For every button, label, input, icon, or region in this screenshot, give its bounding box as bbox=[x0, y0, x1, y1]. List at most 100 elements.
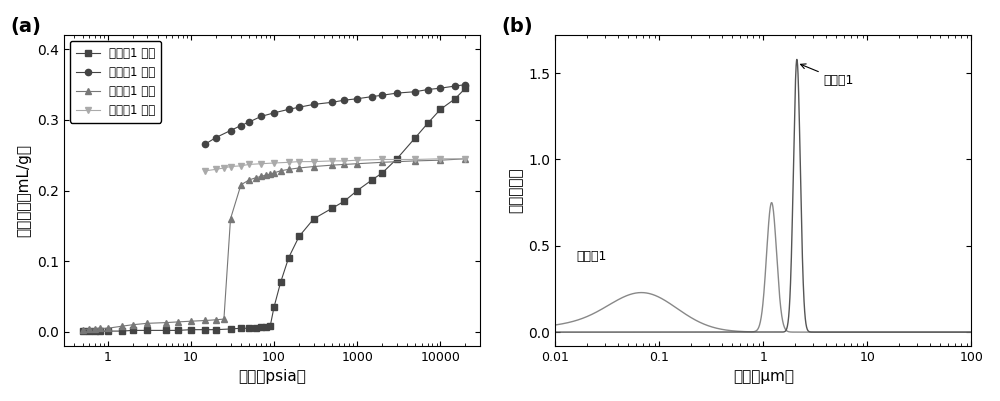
对比例1 脱附 bbox=[376, 157, 388, 162]
对比例1 吸附 bbox=[210, 317, 222, 322]
Line: 实施例1 吸附: 实施例1 吸附 bbox=[79, 85, 469, 334]
对比例1 吸附 bbox=[77, 327, 89, 332]
实施例1 吸附 bbox=[376, 170, 388, 175]
对比例1 吸附 bbox=[268, 170, 280, 175]
实施例1 吸附 bbox=[264, 324, 276, 328]
实施例1 吸附 bbox=[308, 217, 320, 221]
实施例1 吸附 bbox=[283, 255, 295, 260]
Line: 对比例1 脱附: 对比例1 脱附 bbox=[202, 156, 469, 174]
对比例1 吸附 bbox=[185, 319, 197, 324]
对比例1 脱附 bbox=[218, 166, 230, 170]
对比例1 脱附 bbox=[283, 160, 295, 165]
实施例1 吸附 bbox=[160, 328, 172, 333]
实施例1 脱附 bbox=[459, 82, 471, 87]
对比例1 吸附 bbox=[255, 174, 267, 179]
对比例1 脱附 bbox=[351, 158, 363, 162]
实施例1 吸附 bbox=[449, 96, 461, 101]
实施例1 脱附 bbox=[366, 94, 378, 99]
对比例1 吸附 bbox=[326, 163, 338, 168]
对比例1 吸附 bbox=[275, 168, 287, 173]
对比例1 吸附 bbox=[283, 167, 295, 172]
实施例1 脱附 bbox=[283, 107, 295, 112]
实施例1 吸附 bbox=[422, 121, 434, 126]
实施例1 吸附 bbox=[409, 135, 421, 140]
对比例1 吸附 bbox=[250, 175, 262, 180]
实施例1 吸附 bbox=[434, 107, 446, 112]
实施例1 吸附 bbox=[127, 328, 139, 333]
对比例1 吸附 bbox=[83, 326, 95, 331]
实施例1 吸附 bbox=[77, 329, 89, 334]
实施例1 脱附 bbox=[308, 102, 320, 107]
实施例1 脱附 bbox=[338, 98, 350, 103]
对比例1 脱附 bbox=[338, 158, 350, 163]
实施例1 脱附 bbox=[422, 87, 434, 92]
X-axis label: 压强（psia）: 压强（psia） bbox=[238, 369, 306, 384]
实施例1 吸附 bbox=[185, 327, 197, 332]
Line: 实施例1 脱附: 实施例1 脱附 bbox=[202, 81, 469, 147]
对比例1 吸附 bbox=[89, 326, 101, 331]
对比例1 吸附 bbox=[293, 166, 305, 170]
实施例1 吸附 bbox=[459, 86, 471, 91]
实施例1 吸附 bbox=[293, 234, 305, 239]
X-axis label: 孔径（μm）: 孔径（μm） bbox=[733, 369, 794, 384]
对比例1 脱附 bbox=[210, 167, 222, 172]
实施例1 脱附 bbox=[255, 114, 267, 119]
实施例1 脱附 bbox=[449, 84, 461, 89]
对比例1 脱附 bbox=[235, 164, 247, 168]
实施例1 脱附 bbox=[391, 91, 403, 95]
实施例1 脱附 bbox=[243, 119, 255, 124]
对比例1 吸附 bbox=[102, 326, 114, 331]
实施例1 脱附 bbox=[199, 142, 211, 146]
对比例1 脱附 bbox=[255, 161, 267, 166]
实施例1 吸附 bbox=[351, 188, 363, 193]
对比例1 脱附 bbox=[308, 159, 320, 164]
实施例1 脱附 bbox=[409, 89, 421, 94]
对比例1 吸附 bbox=[409, 158, 421, 163]
对比例1 吸附 bbox=[376, 160, 388, 165]
实施例1 吸附 bbox=[235, 326, 247, 331]
对比例1 吸附 bbox=[243, 178, 255, 182]
Legend: 实施例1 吸附, 实施例1 脱附, 对比例1 吸附, 对比例1 脱附: 实施例1 吸附, 实施例1 脱附, 对比例1 吸附, 对比例1 脱附 bbox=[70, 41, 161, 123]
Text: 实施例1: 实施例1 bbox=[577, 250, 607, 263]
对比例1 脱附 bbox=[199, 168, 211, 173]
对比例1 吸附 bbox=[225, 217, 237, 221]
实施例1 吸附 bbox=[250, 325, 262, 330]
实施例1 吸附 bbox=[102, 329, 114, 334]
Text: (b): (b) bbox=[501, 16, 533, 36]
实施例1 吸附 bbox=[243, 326, 255, 331]
Text: 对比例1: 对比例1 bbox=[801, 64, 854, 87]
Y-axis label: 吸脱附量（mL/g）: 吸脱附量（mL/g） bbox=[17, 144, 32, 237]
对比例1 吸附 bbox=[308, 164, 320, 169]
对比例1 吸附 bbox=[127, 322, 139, 327]
实施例1 吸附 bbox=[275, 280, 287, 285]
实施例1 吸附 bbox=[260, 324, 272, 329]
实施例1 吸附 bbox=[116, 329, 128, 334]
对比例1 吸附 bbox=[351, 161, 363, 166]
实施例1 吸附 bbox=[326, 206, 338, 211]
Line: 对比例1 吸附: 对比例1 吸附 bbox=[79, 156, 469, 333]
实施例1 吸附 bbox=[210, 327, 222, 332]
对比例1 吸附 bbox=[434, 158, 446, 162]
实施例1 吸附 bbox=[255, 324, 267, 329]
实施例1 吸附 bbox=[199, 327, 211, 332]
实施例1 吸附 bbox=[94, 329, 106, 334]
实施例1 脱附 bbox=[351, 96, 363, 101]
对比例1 吸附 bbox=[141, 321, 153, 326]
实施例1 脱附 bbox=[326, 100, 338, 105]
对比例1 脱附 bbox=[326, 158, 338, 163]
对比例1 脱附 bbox=[459, 156, 471, 161]
对比例1 脱附 bbox=[225, 164, 237, 169]
实施例1 脱附 bbox=[210, 135, 222, 140]
对比例1 脱附 bbox=[243, 162, 255, 167]
对比例1 吸附 bbox=[94, 326, 106, 331]
对比例1 吸附 bbox=[172, 320, 184, 324]
实施例1 脱附 bbox=[268, 110, 280, 115]
对比例1 吸附 bbox=[260, 172, 272, 177]
对比例1 吸附 bbox=[116, 324, 128, 328]
实施例1 吸附 bbox=[89, 329, 101, 334]
Text: (a): (a) bbox=[10, 16, 41, 36]
实施例1 吸附 bbox=[366, 178, 378, 182]
对比例1 脱附 bbox=[434, 156, 446, 161]
对比例1 吸附 bbox=[338, 162, 350, 167]
Y-axis label: 吸附量微分: 吸附量微分 bbox=[508, 168, 523, 213]
